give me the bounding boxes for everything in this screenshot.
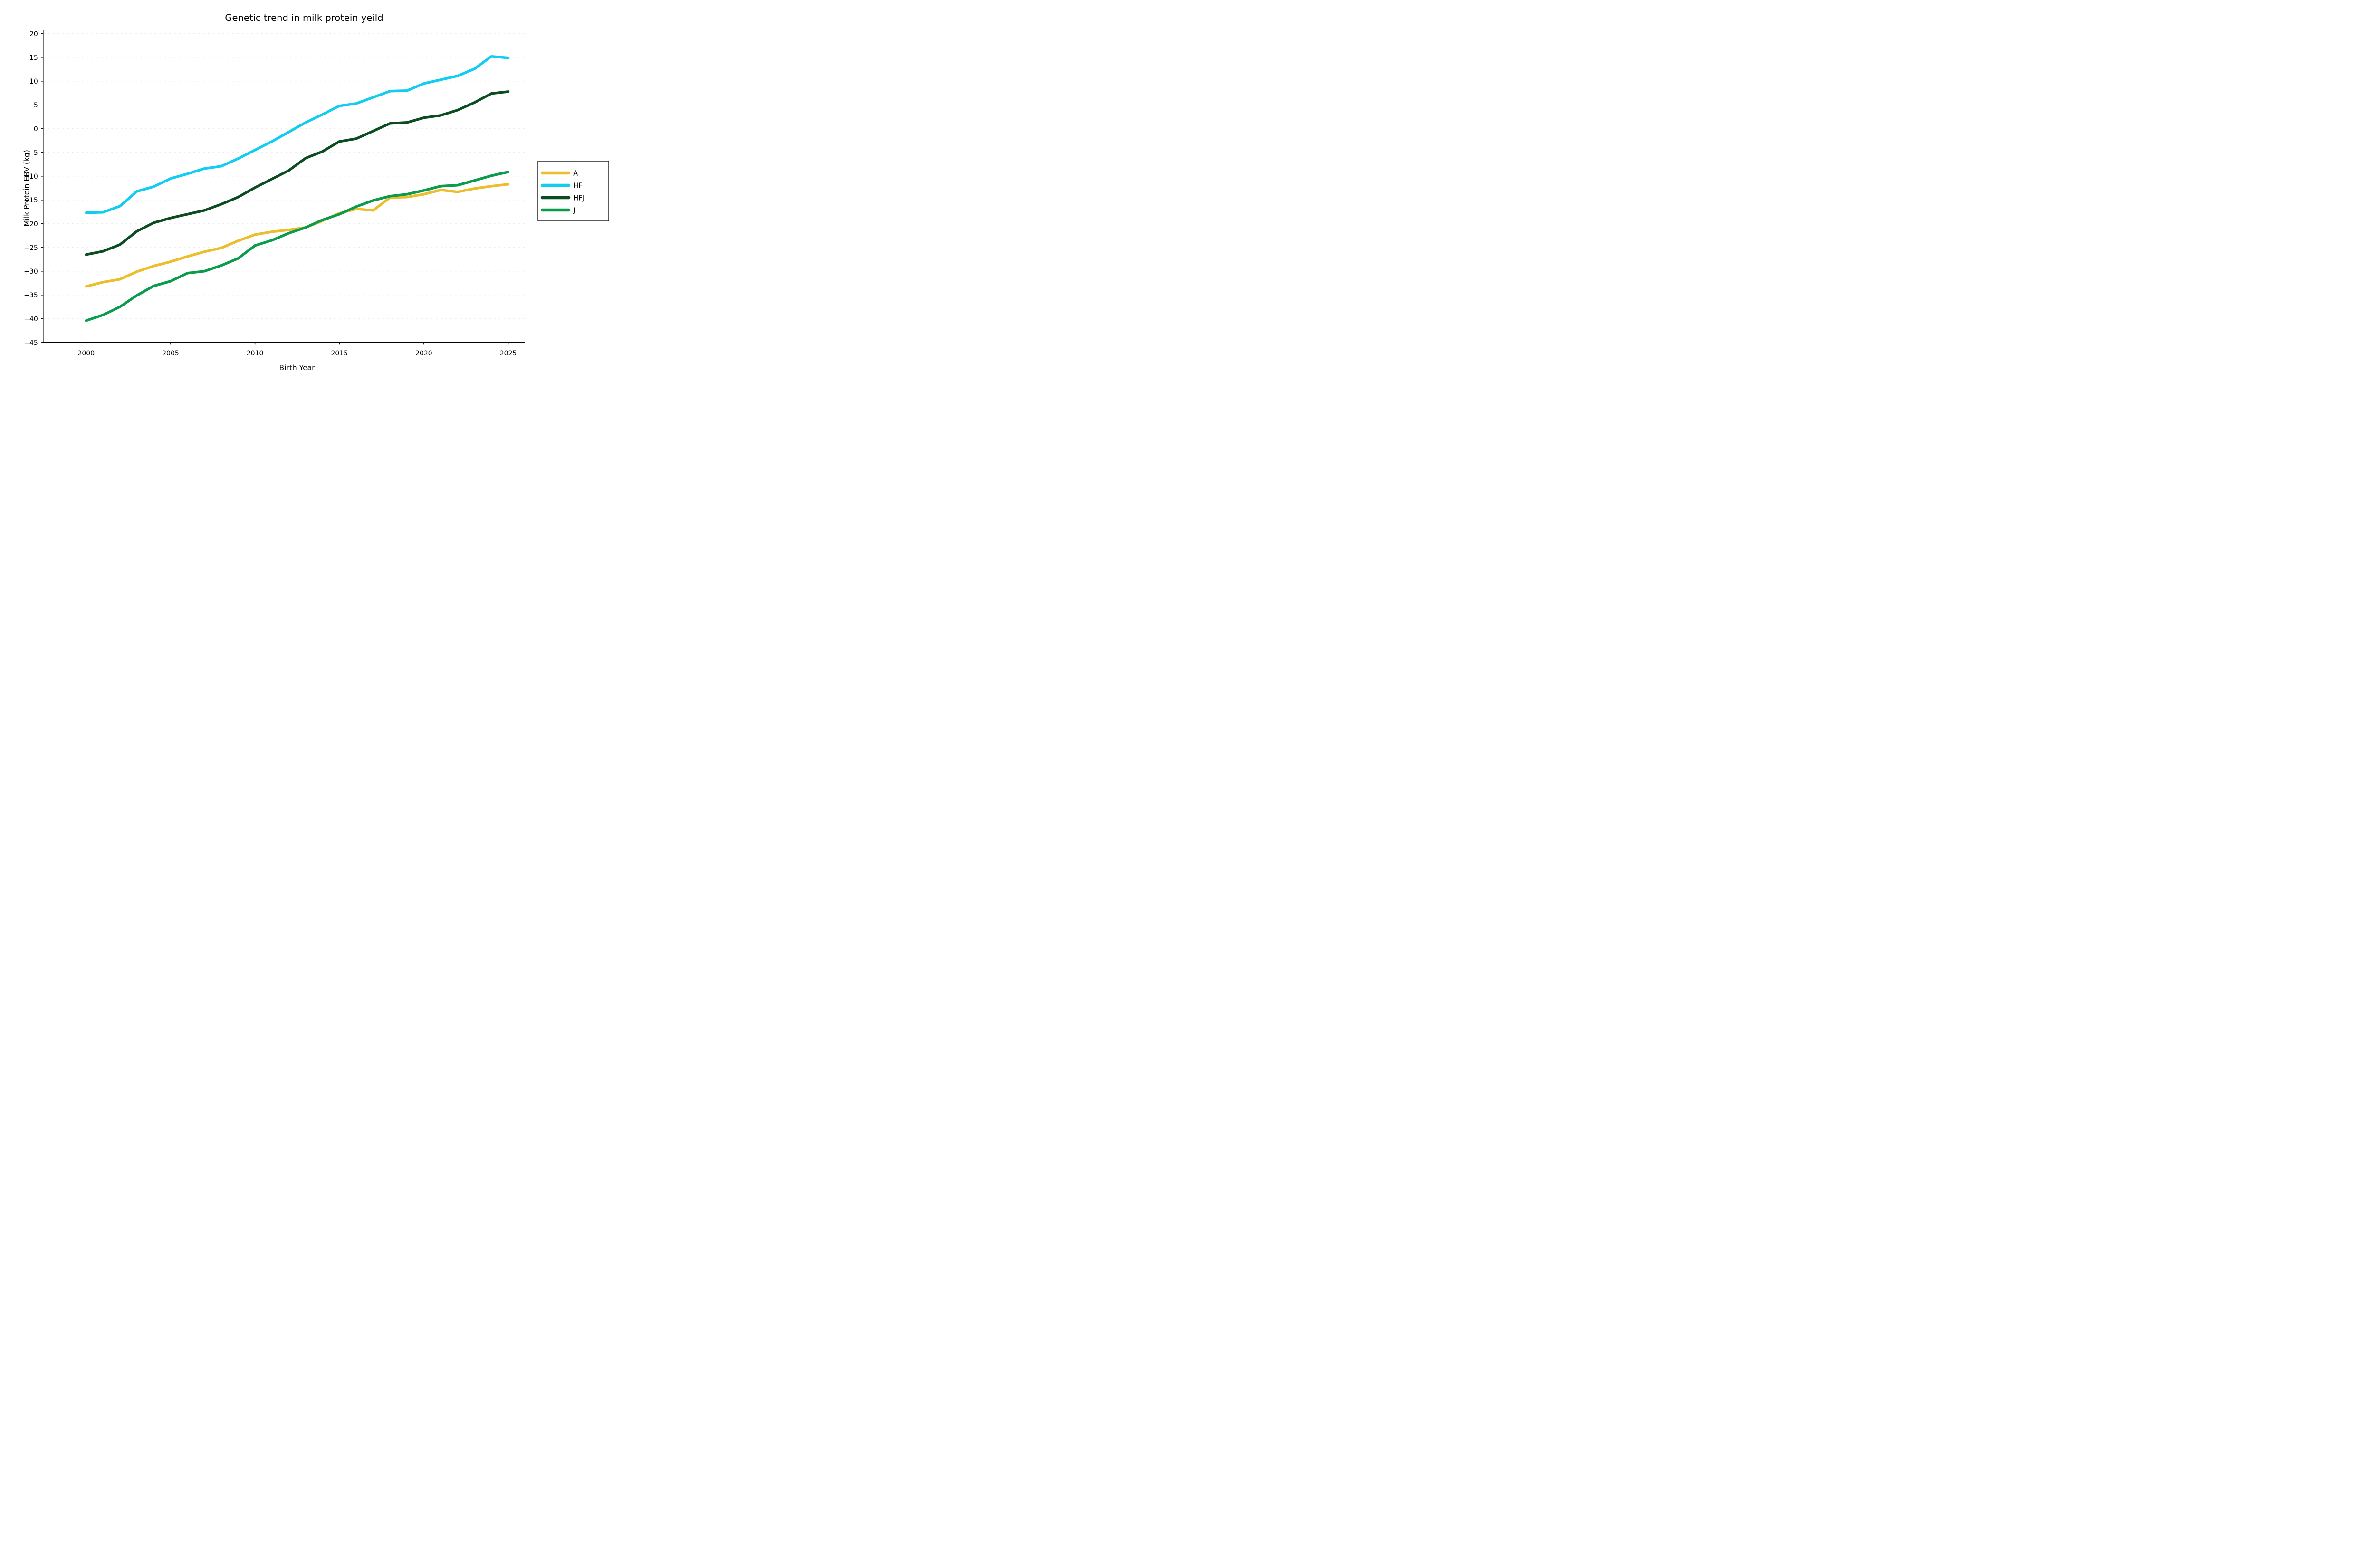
- y-tick-label--10: −10: [24, 173, 38, 181]
- series-lines: [85, 55, 510, 322]
- x-tick-label-2020: 2020: [415, 350, 432, 357]
- x-tick-label-2025: 2025: [500, 350, 517, 357]
- legend-label-HFJ: HFJ: [573, 194, 584, 202]
- series-line-HF: [85, 55, 510, 214]
- y-tick-label-10: 10: [29, 78, 38, 86]
- y-tick-label-5: 5: [34, 102, 38, 109]
- x-tick-label-2015: 2015: [331, 350, 348, 357]
- x-tick-label-2000: 2000: [77, 350, 95, 357]
- y-tick-label--5: −5: [28, 149, 38, 157]
- x-tick-label-2005: 2005: [162, 350, 179, 357]
- y-tick-label--25: −25: [24, 244, 38, 252]
- legend-label-A: A: [573, 169, 578, 178]
- series-line-A: [85, 183, 510, 288]
- y-tick-label--45: −45: [24, 339, 38, 347]
- legend: A HF HFJ J: [537, 161, 609, 221]
- y-tick-label--40: −40: [24, 316, 38, 323]
- legend-label-J: J: [573, 206, 575, 215]
- chart-title: Genetic trend in milk protein yeild: [225, 12, 383, 23]
- series-line-J: [85, 171, 510, 322]
- y-tick-label-20: 20: [29, 30, 38, 38]
- legend-label-HF: HF: [573, 182, 583, 190]
- x-axis-label: Birth Year: [279, 363, 316, 372]
- y-axis-label: Milk Protein EBV (kg): [22, 150, 31, 227]
- y-tick-label--20: −20: [24, 220, 38, 228]
- y-tick-label--15: −15: [24, 197, 38, 204]
- line-chart: Genetic trend in milk protein yeild Birt…: [22, 12, 609, 372]
- x-tick-label-2010: 2010: [247, 350, 264, 357]
- y-tick-label--35: −35: [24, 292, 38, 299]
- series-line-HFJ: [85, 90, 510, 256]
- y-tick-label-15: 15: [29, 54, 38, 62]
- y-tick-label-0: 0: [34, 125, 38, 133]
- y-tick-label--30: −30: [24, 268, 38, 276]
- chart-figure: Genetic trend in milk protein yeild Birt…: [0, 0, 642, 392]
